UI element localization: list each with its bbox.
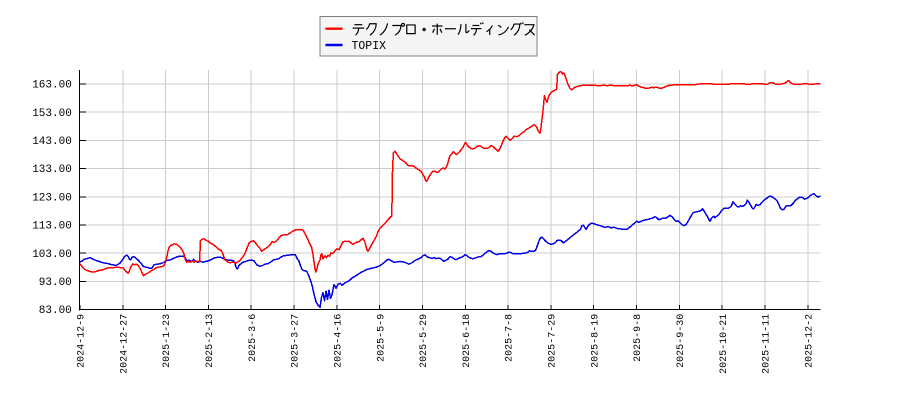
svg-text:2025-3-6: 2025-3-6 <box>248 314 259 362</box>
svg-text:83.00: 83.00 <box>39 305 72 317</box>
svg-text:2025-7-8: 2025-7-8 <box>505 314 516 362</box>
svg-text:2025-2-13: 2025-2-13 <box>205 314 216 368</box>
svg-text:2024-12-27: 2024-12-27 <box>119 314 130 374</box>
svg-text:2025-8-19: 2025-8-19 <box>590 314 601 368</box>
svg-text:2025-7-29: 2025-7-29 <box>548 314 559 368</box>
svg-text:2025-9-30: 2025-9-30 <box>676 314 687 368</box>
svg-text:133.00: 133.00 <box>32 164 72 176</box>
svg-text:93.00: 93.00 <box>39 277 72 289</box>
svg-text:2025-4-16: 2025-4-16 <box>334 314 345 368</box>
svg-text:2025-1-23: 2025-1-23 <box>162 314 173 368</box>
svg-text:TOPIX: TOPIX <box>352 40 387 53</box>
svg-text:2025-9-8: 2025-9-8 <box>633 314 644 362</box>
svg-text:2025-6-18: 2025-6-18 <box>462 314 473 368</box>
svg-text:113.00: 113.00 <box>32 221 72 233</box>
svg-text:143.00: 143.00 <box>32 136 72 148</box>
svg-text:2025-5-29: 2025-5-29 <box>419 314 430 368</box>
svg-text:163.00: 163.00 <box>32 80 72 92</box>
svg-text:2025-5-9: 2025-5-9 <box>376 314 387 362</box>
svg-text:2025-12-2: 2025-12-2 <box>804 314 815 368</box>
svg-text:153.00: 153.00 <box>32 108 72 120</box>
svg-text:2025-10-21: 2025-10-21 <box>719 314 730 374</box>
svg-text:2025-3-27: 2025-3-27 <box>291 314 302 368</box>
svg-text:2024-12-9: 2024-12-9 <box>77 314 88 368</box>
svg-text:103.00: 103.00 <box>32 249 72 261</box>
svg-text:123.00: 123.00 <box>32 192 72 204</box>
svg-text:2025-11-11: 2025-11-11 <box>762 314 773 374</box>
